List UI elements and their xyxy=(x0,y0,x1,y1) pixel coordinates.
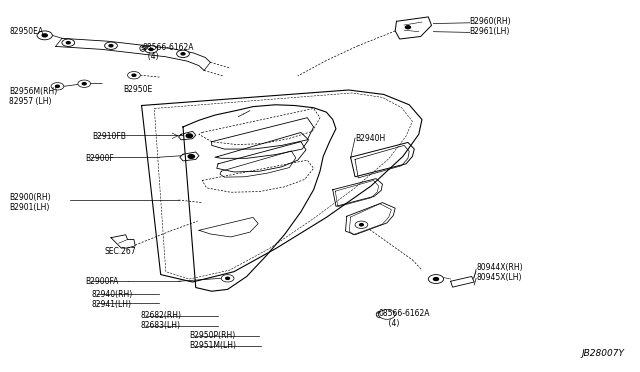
Circle shape xyxy=(360,224,364,226)
Circle shape xyxy=(355,221,368,228)
Text: B2950E: B2950E xyxy=(124,85,153,94)
Text: B2900F: B2900F xyxy=(86,154,115,163)
Circle shape xyxy=(145,46,157,53)
Text: B2900FA: B2900FA xyxy=(86,278,119,286)
Circle shape xyxy=(127,71,140,79)
Text: 82941(LH): 82941(LH) xyxy=(92,300,132,310)
Text: 82683(LH): 82683(LH) xyxy=(140,321,180,330)
Text: B2956M(RH): B2956M(RH) xyxy=(9,87,58,96)
Circle shape xyxy=(428,275,444,283)
Text: (4): (4) xyxy=(379,319,399,328)
Circle shape xyxy=(177,50,189,58)
Circle shape xyxy=(188,155,195,158)
Text: S: S xyxy=(141,46,145,51)
Circle shape xyxy=(149,48,153,51)
Text: 82950EA: 82950EA xyxy=(9,27,43,36)
Text: 82940(RH): 82940(RH) xyxy=(92,291,133,299)
Text: JB28007Y: JB28007Y xyxy=(582,350,625,359)
Text: B2901(LH): B2901(LH) xyxy=(9,203,49,212)
Circle shape xyxy=(104,42,117,49)
Text: 80945X(LH): 80945X(LH) xyxy=(476,273,522,282)
Text: 80944X(RH): 80944X(RH) xyxy=(476,263,523,272)
Text: 82957 (LH): 82957 (LH) xyxy=(9,97,52,106)
Circle shape xyxy=(186,134,193,138)
Text: S: S xyxy=(377,312,381,317)
Circle shape xyxy=(109,45,113,47)
Circle shape xyxy=(51,83,64,90)
Text: B2900(RH): B2900(RH) xyxy=(9,193,51,202)
Text: B2940H: B2940H xyxy=(355,134,385,142)
Circle shape xyxy=(83,83,86,85)
Text: B2961(LH): B2961(LH) xyxy=(470,27,510,36)
Circle shape xyxy=(132,74,136,76)
Circle shape xyxy=(42,34,47,37)
Circle shape xyxy=(62,39,75,46)
Text: 82682(RH): 82682(RH) xyxy=(140,311,181,320)
Text: B2910FB: B2910FB xyxy=(92,132,125,141)
Circle shape xyxy=(226,277,230,279)
Circle shape xyxy=(56,85,60,87)
Text: B2951M(LH): B2951M(LH) xyxy=(189,341,236,350)
Text: B2950P(RH): B2950P(RH) xyxy=(189,331,236,340)
Circle shape xyxy=(67,42,70,44)
Text: 08566-6162A: 08566-6162A xyxy=(143,43,195,52)
Circle shape xyxy=(78,80,91,87)
Circle shape xyxy=(433,278,438,280)
Circle shape xyxy=(221,275,234,282)
Text: SEC.267: SEC.267 xyxy=(104,247,136,256)
Circle shape xyxy=(181,53,185,55)
Circle shape xyxy=(405,26,410,29)
Circle shape xyxy=(37,31,52,40)
Text: (4): (4) xyxy=(143,52,159,61)
Circle shape xyxy=(379,310,395,319)
Text: B2960(RH): B2960(RH) xyxy=(470,17,511,26)
Text: 08566-6162A: 08566-6162A xyxy=(379,309,430,318)
